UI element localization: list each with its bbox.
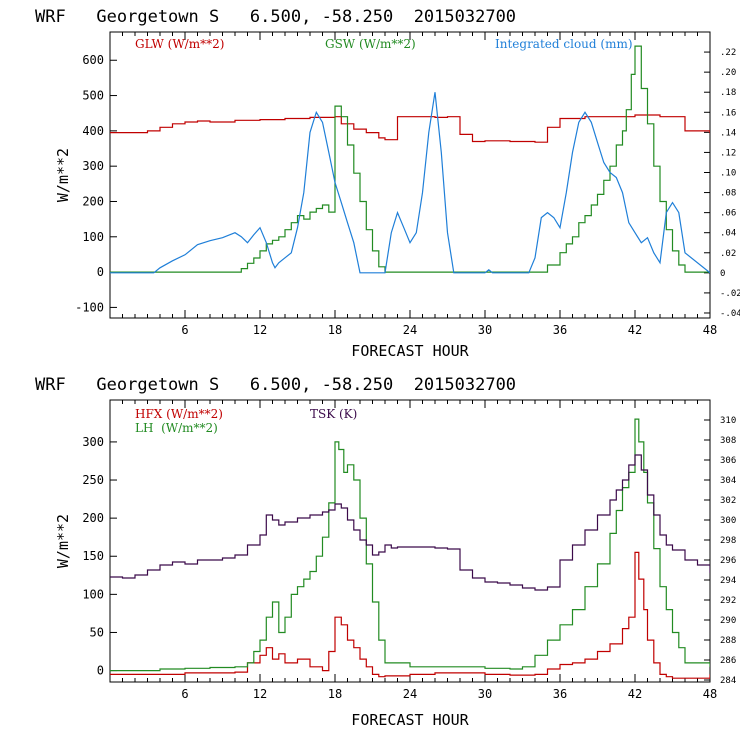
y-tick-label: 100 (82, 230, 104, 244)
y-tick-label: 600 (82, 53, 104, 67)
y-tick-label: 100 (82, 587, 104, 601)
y2-tick-label: .06 (720, 209, 736, 219)
y-tick-label: -100 (75, 300, 104, 314)
y2-tick-label: 308 (720, 436, 736, 446)
y2-tick-label: .04 (720, 229, 736, 239)
series-line-2 (110, 45, 710, 273)
x-tick-label: 24 (403, 323, 417, 337)
y2-tick-label: 296 (720, 556, 736, 566)
legend-entry: LH (W/m**2) (135, 421, 218, 435)
y-tick-label: 500 (82, 89, 104, 103)
y-tick-label: 150 (82, 549, 104, 563)
chart-title: WRF Georgetown S 6.500, -58.250 20150327… (35, 375, 516, 395)
x-tick-label: 48 (703, 687, 717, 701)
x-tick-label: 42 (628, 687, 642, 701)
x-tick-label: 12 (253, 687, 267, 701)
y2-tick-label: 0 (720, 269, 725, 279)
y2-tick-label: .10 (720, 168, 736, 178)
series-line-1 (110, 114, 710, 143)
x-tick-label: 18 (328, 687, 342, 701)
y2-tick-label: 306 (720, 456, 736, 466)
chart-title: WRF Georgetown S 6.500, -58.250 20150327… (35, 7, 516, 27)
legend-entry: HFX (W/m**2) (135, 407, 223, 421)
series-line-1 (110, 551, 710, 679)
y2-tick-label: .20 (720, 68, 736, 78)
x-tick-label: 6 (181, 687, 188, 701)
x-tick-label: 18 (328, 323, 342, 337)
y2-tick-label: -.04 (720, 309, 740, 319)
legend-entry: GSW (W/m**2) (325, 37, 416, 51)
y2-tick-label: 288 (720, 636, 736, 646)
y2-tick-label: 292 (720, 596, 736, 606)
y-tick-label: 200 (82, 511, 104, 525)
x-tick-label: 30 (478, 323, 492, 337)
legend-entry: Integrated cloud (mm) (495, 37, 633, 51)
y-tick-label: 0 (97, 664, 104, 678)
y2-tick-label: .22 (720, 48, 736, 58)
x-tick-label: 30 (478, 687, 492, 701)
series-line-3 (110, 92, 710, 274)
y2-tick-label: .08 (720, 189, 736, 199)
y2-tick-label: 298 (720, 536, 736, 546)
x-tick-label: 36 (553, 687, 567, 701)
y-tick-label: 400 (82, 124, 104, 138)
plot-frame (109, 399, 711, 683)
y-tick-label: 300 (82, 435, 104, 449)
y2-tick-label: 302 (720, 496, 736, 506)
legend-entry: TSK (K) (310, 407, 357, 421)
y-axis-label: W/m**2 (54, 148, 72, 202)
y2-tick-label: .12 (720, 148, 736, 158)
x-tick-label: 24 (403, 687, 417, 701)
plot-frame (109, 31, 711, 319)
chart-panel-2: WRF Georgetown S 6.500, -58.250 20150327… (35, 375, 736, 729)
y-tick-label: 50 (90, 625, 104, 639)
y2-tick-label: 300 (720, 516, 736, 526)
y2-tick-label: 304 (720, 476, 736, 486)
legend-entry: GLW (W/m**2) (135, 37, 224, 51)
x-tick-label: 12 (253, 323, 267, 337)
x-tick-label: 42 (628, 323, 642, 337)
x-axis-label: FORECAST HOUR (351, 342, 469, 360)
x-tick-label: 36 (553, 323, 567, 337)
y-tick-label: 300 (82, 159, 104, 173)
y-tick-label: 200 (82, 194, 104, 208)
y2-tick-label: 290 (720, 616, 736, 626)
x-tick-label: 48 (703, 323, 717, 337)
y2-tick-label: .14 (720, 128, 736, 138)
x-axis-label: FORECAST HOUR (351, 711, 469, 729)
series-line-3 (110, 454, 710, 591)
y2-tick-label: -.02 (720, 289, 740, 299)
series-line-2 (110, 418, 710, 672)
y2-tick-label: 294 (720, 576, 736, 586)
y-tick-label: 0 (97, 265, 104, 279)
y2-tick-label: .02 (720, 249, 736, 259)
y2-tick-label: 284 (720, 676, 736, 686)
y-axis-label: W/m**2 (54, 514, 72, 568)
y2-tick-label: .16 (720, 108, 736, 118)
y-tick-label: 250 (82, 473, 104, 487)
chart-panel-1: WRF Georgetown S 6.500, -58.250 20150327… (35, 7, 740, 360)
y2-tick-label: 286 (720, 656, 736, 666)
y2-tick-label: 310 (720, 416, 736, 426)
y2-tick-label: .18 (720, 88, 736, 98)
x-tick-label: 6 (181, 323, 188, 337)
